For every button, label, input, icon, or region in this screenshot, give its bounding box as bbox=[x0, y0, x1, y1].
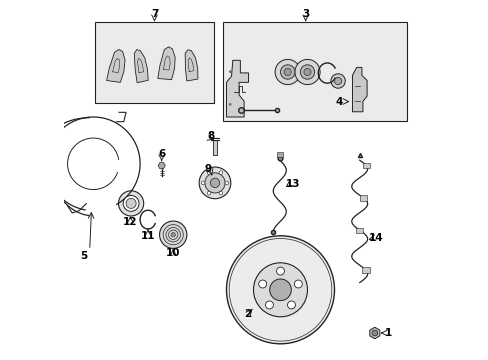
Bar bbox=[276, 152, 282, 157]
Circle shape bbox=[334, 77, 341, 85]
Circle shape bbox=[300, 65, 314, 79]
Circle shape bbox=[226, 236, 334, 344]
Circle shape bbox=[171, 233, 175, 237]
Bar bbox=[223, 22, 406, 121]
Polygon shape bbox=[352, 67, 366, 112]
Circle shape bbox=[199, 167, 230, 199]
Bar bbox=[359, 195, 366, 201]
Circle shape bbox=[204, 173, 224, 193]
Circle shape bbox=[258, 280, 266, 288]
Polygon shape bbox=[158, 47, 175, 80]
Text: 8: 8 bbox=[207, 131, 215, 141]
Polygon shape bbox=[134, 50, 148, 83]
Circle shape bbox=[284, 68, 291, 76]
Circle shape bbox=[303, 68, 310, 76]
Circle shape bbox=[294, 280, 302, 288]
Text: 12: 12 bbox=[123, 217, 137, 228]
Text: 14: 14 bbox=[368, 233, 383, 243]
Circle shape bbox=[159, 221, 186, 248]
Circle shape bbox=[275, 59, 300, 85]
Circle shape bbox=[330, 74, 345, 88]
Circle shape bbox=[118, 191, 143, 216]
Circle shape bbox=[287, 301, 295, 309]
Text: 3: 3 bbox=[302, 9, 309, 19]
Circle shape bbox=[265, 301, 273, 309]
Circle shape bbox=[253, 263, 307, 317]
Text: 11: 11 bbox=[141, 231, 155, 241]
Text: 6: 6 bbox=[158, 149, 165, 159]
Text: 2: 2 bbox=[243, 309, 250, 319]
Bar bbox=[362, 267, 369, 273]
Circle shape bbox=[126, 198, 136, 208]
Text: 13: 13 bbox=[285, 179, 300, 189]
Circle shape bbox=[123, 195, 139, 211]
Polygon shape bbox=[185, 50, 198, 81]
Circle shape bbox=[219, 192, 222, 195]
Polygon shape bbox=[369, 327, 379, 339]
Text: 9: 9 bbox=[204, 164, 212, 174]
Text: 1: 1 bbox=[384, 328, 391, 338]
Bar bbox=[95, 22, 213, 103]
Polygon shape bbox=[106, 49, 125, 82]
Circle shape bbox=[229, 104, 230, 105]
Circle shape bbox=[294, 59, 320, 85]
Circle shape bbox=[371, 330, 377, 336]
Circle shape bbox=[210, 178, 219, 188]
Polygon shape bbox=[226, 60, 248, 117]
Circle shape bbox=[207, 171, 210, 174]
Circle shape bbox=[219, 171, 222, 174]
Circle shape bbox=[269, 279, 291, 301]
Bar bbox=[362, 163, 369, 168]
Circle shape bbox=[224, 181, 228, 185]
Circle shape bbox=[276, 267, 284, 275]
Circle shape bbox=[207, 192, 210, 195]
Text: 7: 7 bbox=[150, 9, 158, 19]
Polygon shape bbox=[158, 162, 165, 169]
Text: 10: 10 bbox=[165, 248, 180, 258]
Text: 4: 4 bbox=[334, 96, 342, 107]
Circle shape bbox=[280, 65, 294, 79]
Circle shape bbox=[201, 181, 204, 185]
Bar bbox=[355, 228, 363, 233]
Bar bbox=[212, 140, 217, 155]
Text: 5: 5 bbox=[81, 251, 88, 261]
Circle shape bbox=[229, 71, 230, 72]
